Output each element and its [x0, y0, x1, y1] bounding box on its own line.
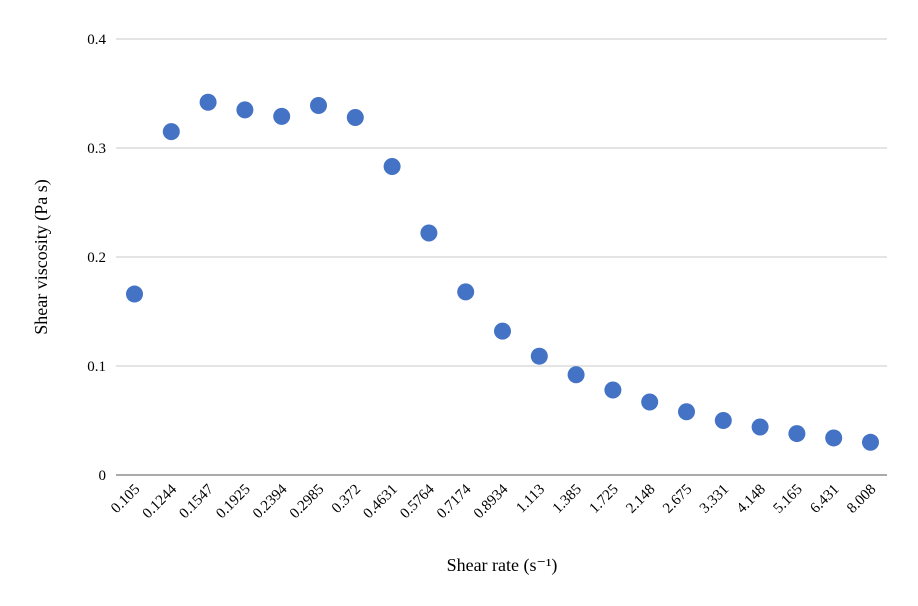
data-point — [310, 96, 327, 114]
x-tick-label: 6.431 — [807, 482, 842, 517]
data-point — [457, 283, 475, 301]
y-tick-label: 0.2 — [87, 250, 106, 266]
x-tick-label: 8.008 — [844, 482, 879, 517]
x-tick-label: 1.385 — [550, 482, 585, 517]
y-tick-label: 0.4 — [87, 32, 106, 48]
data-point — [420, 224, 438, 242]
x-tick-label: 3.331 — [697, 482, 732, 517]
x-tick-label: 4.148 — [734, 482, 769, 517]
x-tick-label: 1.113 — [513, 482, 548, 517]
y-tick-label: 0.1 — [87, 359, 106, 375]
x-tick-label: 0.4631 — [360, 482, 400, 522]
x-tick-label: 0.2985 — [287, 482, 327, 522]
y-tick-label: 0 — [99, 468, 107, 484]
y-tick-label: 0.3 — [87, 141, 106, 157]
data-point — [162, 123, 180, 141]
data-point — [604, 381, 622, 399]
data-point — [236, 101, 254, 119]
y-axis-ticks: 0 0.1 0.2 0.3 0.4 — [87, 32, 106, 484]
gridlines — [116, 38, 887, 476]
data-point — [199, 93, 217, 111]
data-point — [494, 322, 511, 340]
x-tick-label: 0.2394 — [250, 481, 291, 522]
x-tick-label: 0.1547 — [176, 481, 217, 522]
x-tick-label: 0.5764 — [397, 481, 438, 522]
data-point — [714, 412, 732, 429]
x-tick-label: 0.1244 — [140, 481, 181, 522]
data-point — [273, 107, 291, 125]
data-point — [126, 285, 143, 303]
x-tick-label: 2.148 — [623, 482, 658, 517]
x-tick-label: 0.1925 — [213, 482, 253, 522]
data-point — [678, 403, 695, 421]
x-tick-label: 0.7174 — [434, 481, 475, 522]
x-tick-label: 2.675 — [660, 482, 695, 517]
data-point — [825, 429, 843, 447]
y-axis-title: Shear viscosity (Pa s) — [31, 179, 52, 334]
data-point — [383, 158, 401, 176]
x-axis-title: Shear rate (s⁻¹) — [447, 555, 558, 576]
data-point — [641, 393, 659, 411]
x-tick-label: 5.165 — [771, 482, 806, 517]
data-point — [751, 418, 769, 436]
data-point — [346, 108, 364, 126]
x-tick-label: 0.8934 — [471, 481, 512, 522]
data-point — [862, 433, 879, 451]
x-tick-label: 1.725 — [587, 482, 622, 517]
x-tick-label: 0.105 — [108, 482, 143, 517]
data-point — [530, 347, 548, 365]
data-point — [788, 425, 806, 443]
data-points — [126, 93, 879, 451]
x-tick-label: 0.372 — [329, 482, 364, 517]
data-point — [567, 366, 585, 384]
